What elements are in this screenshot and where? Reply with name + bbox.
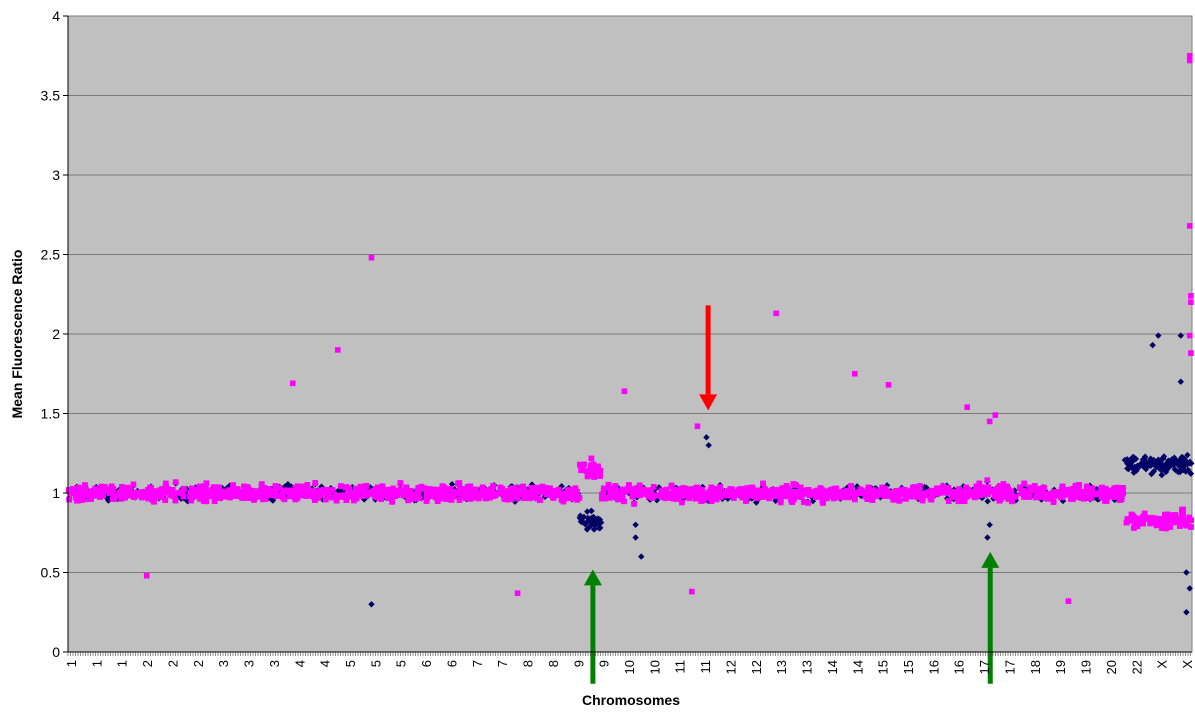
data-point: [1094, 496, 1101, 503]
data-point: [1128, 456, 1135, 463]
data-point: [1011, 487, 1018, 494]
data-point: [1164, 459, 1171, 466]
data-point: [596, 524, 604, 532]
data-point: [1159, 455, 1167, 462]
data-point: [580, 513, 588, 521]
data-point: [105, 497, 112, 504]
data-point: [1158, 471, 1165, 479]
data-point: [592, 518, 599, 525]
data-point: [1172, 459, 1180, 466]
data-point: [705, 497, 712, 505]
data-point: [1188, 460, 1195, 467]
data-point: [448, 480, 456, 488]
data-point: [103, 494, 110, 501]
data-point: [1178, 454, 1186, 461]
data-point: [583, 519, 590, 526]
data-point: [284, 480, 292, 488]
data-point: [1141, 458, 1148, 465]
data-point: [1184, 451, 1191, 459]
data-point: [791, 485, 798, 492]
data-point: [1147, 455, 1154, 462]
data-point: [853, 483, 861, 490]
data-point: [1182, 468, 1190, 475]
data-point: [588, 516, 595, 523]
data-point: [1134, 462, 1141, 470]
data-point: [1168, 456, 1176, 463]
data-point: [1162, 468, 1170, 476]
data-point: [1124, 459, 1131, 467]
data-point: [584, 525, 591, 532]
data-point: [923, 484, 930, 491]
data-point: [1124, 465, 1131, 472]
data-point: [1181, 460, 1188, 468]
data-point: [1155, 458, 1163, 465]
data-point: [588, 507, 595, 515]
data-point: [590, 526, 598, 533]
data-point: [655, 484, 663, 491]
data-point: [984, 498, 991, 505]
scatter-points: [65, 52, 1195, 616]
data-point: [1145, 460, 1152, 468]
data-point: [1132, 455, 1140, 463]
data-point: [1187, 470, 1195, 477]
data-point: [883, 482, 891, 489]
data-point: [1148, 470, 1155, 478]
data-point: [1171, 466, 1179, 473]
data-point: [1131, 467, 1139, 474]
data-point: [577, 518, 585, 525]
data-point: [587, 522, 594, 530]
data-point: [1170, 461, 1177, 469]
data-point: [1139, 456, 1147, 463]
data-point: [269, 497, 277, 504]
data-point: [584, 508, 591, 515]
data-point: [1179, 459, 1186, 466]
data-point: [844, 484, 851, 491]
data-point: [772, 497, 779, 505]
